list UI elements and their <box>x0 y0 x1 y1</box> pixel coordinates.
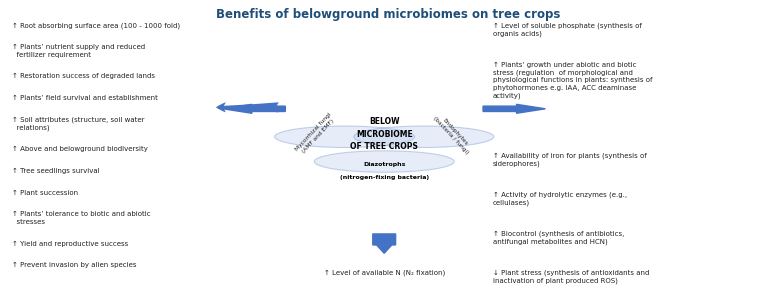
Text: ↑ Soil attributes (structure, soil water
  relations): ↑ Soil attributes (structure, soil water… <box>12 117 144 131</box>
Text: ↑ Activity of hydrolytic enzymes (e.g.,
cellulases): ↑ Activity of hydrolytic enzymes (e.g., … <box>493 191 627 206</box>
Text: Benefits of belowground microbiomes on tree crops: Benefits of belowground microbiomes on t… <box>216 8 560 20</box>
FancyArrow shape <box>372 234 396 253</box>
Text: ↑ Prevent invasion by alien species: ↑ Prevent invasion by alien species <box>12 262 136 268</box>
Ellipse shape <box>275 126 414 147</box>
Ellipse shape <box>354 126 494 147</box>
Text: (nitrogen-fixing bacteria): (nitrogen-fixing bacteria) <box>340 175 429 180</box>
Text: ↑ Above and belowground biodiversity: ↑ Above and belowground biodiversity <box>12 146 147 152</box>
FancyArrow shape <box>483 104 546 113</box>
Text: ↑ Plants’ field survival and establishment: ↑ Plants’ field survival and establishme… <box>12 95 158 101</box>
Text: BELOW
MICROBIOME
OF TREE CROPS: BELOW MICROBIOME OF TREE CROPS <box>350 117 418 151</box>
Text: ↑ Root absorbing surface area (100 - 1000 fold): ↑ Root absorbing surface area (100 - 100… <box>12 22 180 29</box>
Text: ↓ Plant stress (synthesis of antioxidants and
inactivation of plant produced ROS: ↓ Plant stress (synthesis of antioxidant… <box>493 269 650 284</box>
Ellipse shape <box>314 151 454 172</box>
Text: ↑ Plant succession: ↑ Plant succession <box>12 189 78 195</box>
Text: ↑ Level of soluble phosphate (synthesis of
organis acids): ↑ Level of soluble phosphate (synthesis … <box>493 22 642 37</box>
Text: ↑ Yield and reproductive success: ↑ Yield and reproductive success <box>12 240 128 247</box>
Text: ↑ Plants’ tolerance to biotic and abiotic
  stresses: ↑ Plants’ tolerance to biotic and abioti… <box>12 211 151 225</box>
Text: ↑ Tree seedlings survival: ↑ Tree seedlings survival <box>12 168 99 174</box>
FancyArrow shape <box>223 104 286 113</box>
Text: Diazotrophs: Diazotrophs <box>363 162 405 167</box>
Text: ↑ Biocontrol (synthesis of antibiotics,
antifungal metabolites and HCN): ↑ Biocontrol (synthesis of antibiotics, … <box>493 230 625 245</box>
Text: ↑ Plants’ nutrient supply and reduced
  fertilizer requirement: ↑ Plants’ nutrient supply and reduced fe… <box>12 44 144 58</box>
Text: ↑ Plants’ growth under abiotic and biotic
stress (regulation  of morphological a: ↑ Plants’ growth under abiotic and bioti… <box>493 61 653 98</box>
Text: ↑ Restoration success of degraded lands: ↑ Restoration success of degraded lands <box>12 73 154 79</box>
Text: ↑ Availability of iron for plants (synthesis of
siderophores): ↑ Availability of iron for plants (synth… <box>493 152 646 167</box>
Text: ↑ Level of available N (N₂ fixation): ↑ Level of available N (N₂ fixation) <box>324 270 445 276</box>
Text: Mycorrhizal fungi
(AMF and EMF): Mycorrhizal fungi (AMF and EMF) <box>294 112 337 156</box>
Text: Endophytes
(bacteria / fungi): Endophytes (bacteria / fungi) <box>431 112 473 156</box>
